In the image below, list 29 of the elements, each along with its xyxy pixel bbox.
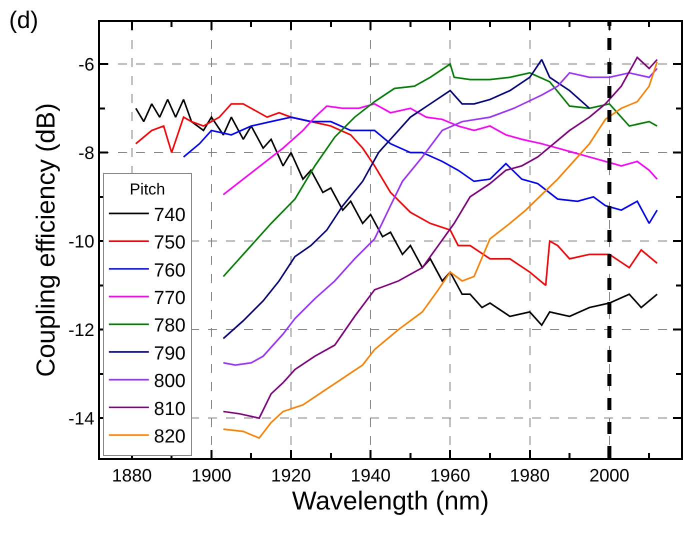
x-tick-label: 1900	[191, 466, 232, 486]
line-series	[222, 63, 658, 278]
y-tick-label: -14	[68, 408, 94, 428]
x-tick-label: 1980	[510, 466, 550, 486]
x-tick-label: 1940	[350, 466, 391, 486]
y-tick-label: -6	[78, 54, 94, 74]
x-axis-title: Wavelength (nm)	[292, 486, 489, 516]
legend-label: 750	[154, 232, 186, 254]
x-tick-label: 1960	[430, 466, 470, 486]
legend-title: Pitch	[130, 182, 166, 199]
line-series	[222, 58, 590, 340]
x-tick-label: 1920	[270, 466, 312, 486]
y-tick-label: -12	[68, 320, 94, 340]
x-tick-label: 1880	[112, 466, 152, 486]
y-tick-label: -8	[78, 142, 94, 163]
y-axis-title: Coupling efficiency (dB)	[30, 102, 60, 378]
line-series	[222, 103, 658, 196]
x-tick-label: 2000	[589, 466, 630, 486]
text: (d)	[9, 7, 38, 34]
line-series	[222, 68, 658, 366]
legend-label: 800	[154, 371, 186, 392]
y-tick-label: -10	[68, 231, 94, 252]
legend-label: 740	[154, 204, 186, 226]
legend-label: 790	[154, 343, 186, 364]
legend-label: 770	[154, 288, 186, 309]
legend-label: 820	[154, 426, 186, 448]
legend-label: 780	[154, 316, 186, 337]
legend-label: 810	[154, 398, 186, 420]
legend-label: 760	[154, 260, 186, 282]
